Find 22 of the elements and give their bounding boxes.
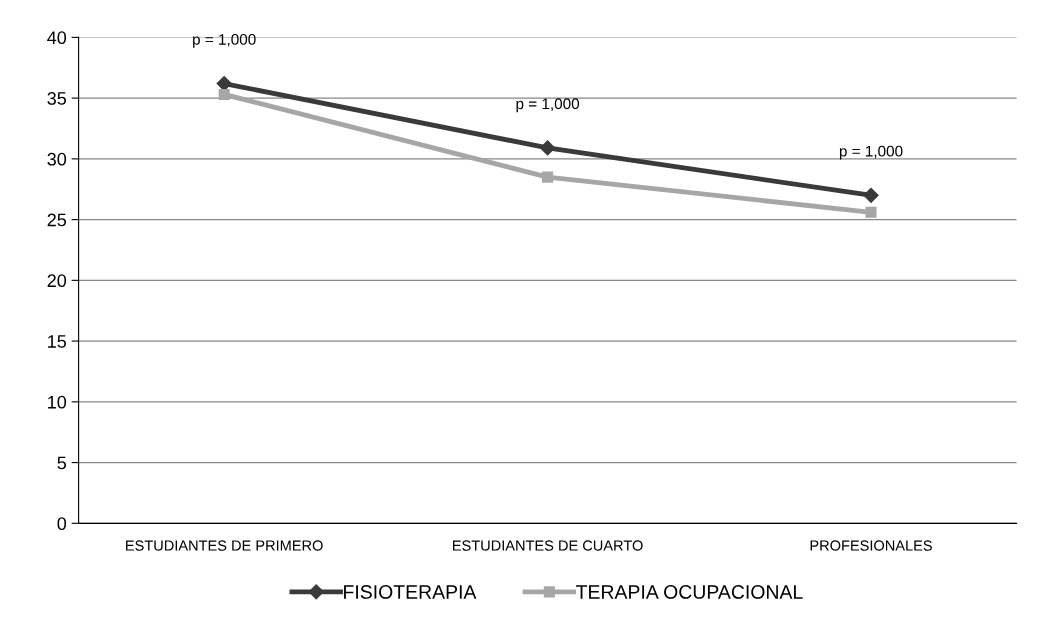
point — [863, 187, 879, 203]
point — [865, 206, 877, 218]
point — [218, 88, 230, 101]
x-tick-label: ESTUDIANTES DE CUARTO — [453, 540, 643, 551]
y-tick-label: 25 — [47, 213, 67, 227]
y-tick-label: 20 — [47, 274, 67, 288]
x-tick-label: ESTUDIANTES DE PRIMERO — [126, 540, 323, 551]
annotation: p = 1,000 — [516, 98, 580, 113]
x-tick-label: PROFESIONALES — [810, 540, 932, 551]
annotation: p = 1,000 — [193, 33, 256, 48]
y-tick-label: 30 — [47, 152, 67, 166]
annotation: p = 1,000 — [839, 145, 903, 160]
y-tick-label: 5 — [57, 456, 67, 470]
y-tick-label: 10 — [48, 395, 67, 409]
y-tick-label: 35 — [47, 92, 67, 105]
point — [542, 171, 554, 183]
point — [540, 140, 556, 156]
y-tick-label: 0 — [57, 517, 67, 531]
legend-label: FISIOTERAPIA — [344, 585, 477, 599]
y-tick-label: 40 — [47, 31, 67, 45]
legend-label: TERAPIA OCUPACIONAL — [576, 585, 803, 599]
y-tick-label: 15 — [48, 335, 67, 348]
